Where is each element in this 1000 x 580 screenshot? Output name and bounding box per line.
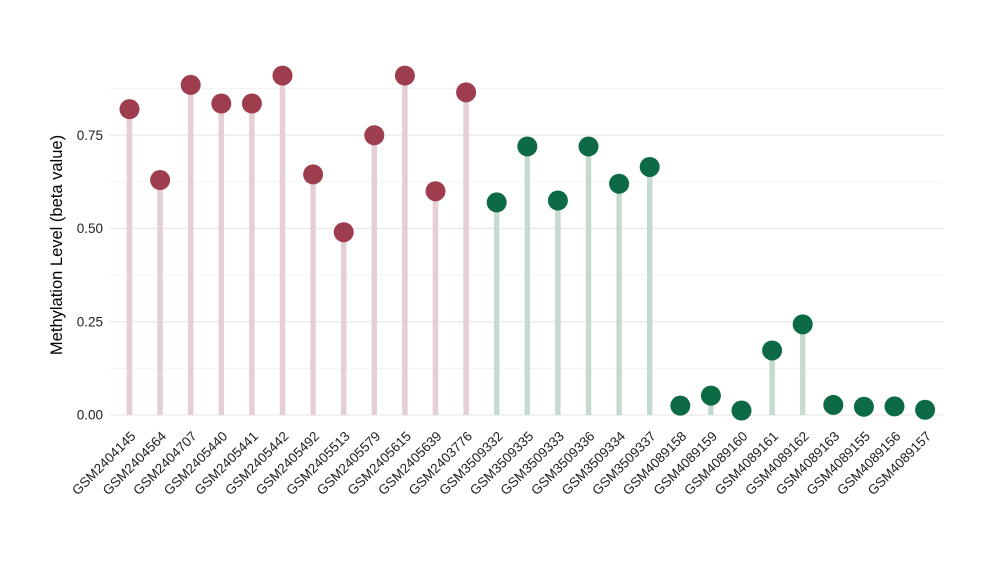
y-tick-label-1: 0.25 [77,314,103,329]
lollipop-point-GSM4089157 [915,399,936,420]
lollipop-point-GSM4089158 [670,395,691,416]
y-axis-title: Methylation Level (beta value) [48,135,66,355]
lollipop-point-GSM2404564 [150,170,171,191]
y-tick-label-0: 0.00 [77,408,103,423]
lollipop-point-GSM3509334 [609,173,630,194]
lollipop-point-GSM3509335 [517,136,538,157]
lollipop-point-GSM4089161 [762,340,783,361]
lollipop-point-GSM3509333 [547,190,568,211]
lollipop-point-GSM2405513 [333,222,354,243]
lollipop-point-GSM3509336 [578,136,599,157]
lollipop-point-GSM4089156 [884,396,905,417]
lollipop-point-GSM3509337 [639,156,660,177]
lollipop-point-GSM2405440 [211,93,232,114]
lollipop-point-GSM4089155 [853,396,874,417]
lollipop-point-GSM3509332 [486,192,507,213]
lollipop-point-GSM2405639 [425,181,446,202]
lollipop-point-GSM2405615 [394,65,415,86]
y-tick-label-3: 0.75 [77,128,103,143]
lollipop-point-GSM2405442 [272,65,293,86]
lollipop-point-GSM2405579 [364,125,385,146]
lollipop-point-GSM4089160 [731,400,752,421]
y-tick-label-2: 0.50 [77,221,103,236]
lollipop-point-GSM4089159 [700,385,721,406]
lollipop-point-GSM2404707 [180,74,201,95]
lollipop-point-GSM4089162 [792,314,813,335]
lollipop-point-GSM4089163 [823,394,844,415]
lollipop-point-GSM2404145 [119,99,140,120]
lollipop-point-GSM2405492 [303,164,324,185]
lollipop-point-GSM2405441 [241,93,262,114]
lollipop-point-GSM2403776 [456,82,477,103]
